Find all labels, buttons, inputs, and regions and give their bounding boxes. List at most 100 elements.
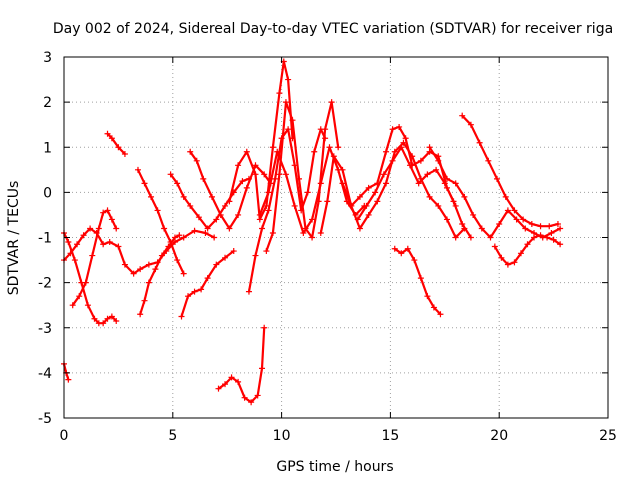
data-point (208, 193, 215, 200)
data-point (145, 261, 152, 268)
data-point (269, 229, 276, 236)
data-point (467, 121, 474, 128)
series-arc-21 (459, 112, 561, 230)
series-arc-6 (134, 166, 187, 277)
data-point (95, 225, 102, 232)
series-trace (139, 234, 181, 316)
data-point (504, 207, 511, 214)
x-tick-label: 15 (381, 428, 399, 444)
data-point (204, 275, 211, 282)
data-point (302, 225, 309, 232)
series-arc-7 (137, 232, 183, 318)
data-point (80, 232, 87, 239)
series-arc-17 (339, 139, 468, 241)
data-point (76, 293, 83, 300)
data-point (309, 234, 316, 241)
data-point (245, 288, 252, 295)
data-point (426, 193, 433, 200)
data-point (74, 241, 81, 248)
data-point (398, 250, 405, 257)
data-point (121, 261, 128, 268)
data-point (195, 214, 202, 221)
data-point (213, 216, 220, 223)
series-arc-2 (61, 229, 120, 327)
data-point (339, 180, 346, 187)
data-point (65, 376, 72, 383)
data-point (485, 157, 492, 164)
x-tick-label: 10 (273, 428, 291, 444)
series-trace (341, 141, 466, 239)
data-layer (61, 58, 564, 406)
data-point (276, 171, 283, 178)
data-point (252, 171, 259, 178)
data-point (391, 148, 398, 155)
data-point (433, 166, 440, 173)
data-point (430, 304, 437, 311)
data-point (356, 225, 363, 232)
data-point (415, 180, 422, 187)
data-point (187, 202, 194, 209)
data-point (121, 151, 128, 158)
series-arc-11 (215, 324, 268, 406)
series-arc-4 (69, 207, 120, 309)
data-point (544, 234, 551, 241)
data-point (289, 117, 296, 124)
data-point (145, 279, 152, 286)
data-point (171, 234, 178, 241)
data-point (300, 229, 307, 236)
data-point (272, 175, 279, 182)
data-point (69, 302, 76, 309)
data-point (180, 234, 187, 241)
data-point (326, 144, 333, 151)
data-point (263, 248, 270, 255)
data-point (141, 297, 148, 304)
series-arc-1 (61, 360, 72, 383)
series-trace (393, 247, 442, 316)
series-arc-16 (317, 123, 459, 236)
data-point (491, 243, 498, 250)
data-point (230, 248, 237, 255)
series-trace (461, 114, 560, 228)
data-point (380, 171, 387, 178)
data-point (391, 245, 398, 252)
data-point (202, 229, 209, 236)
data-point (158, 252, 165, 259)
data-point (100, 320, 107, 327)
data-point (404, 245, 411, 252)
series-arc-5 (104, 130, 128, 158)
data-point (261, 324, 268, 331)
y-tick-label: 3 (43, 50, 52, 66)
data-point (524, 241, 531, 248)
data-point (348, 202, 355, 209)
data-point (363, 202, 370, 209)
data-point (67, 250, 74, 257)
series-trace (62, 227, 216, 275)
data-point (165, 243, 172, 250)
data-point (269, 144, 276, 151)
data-point (504, 261, 511, 268)
data-point (443, 216, 450, 223)
data-point (339, 166, 346, 173)
data-point (502, 193, 509, 200)
data-point (498, 254, 505, 261)
data-point (106, 239, 113, 246)
series-arc-8 (167, 171, 252, 232)
data-point (285, 126, 292, 133)
data-point (226, 225, 233, 232)
data-point (204, 225, 211, 232)
data-point (365, 211, 372, 218)
data-point (383, 148, 390, 155)
series-trace (265, 101, 340, 253)
data-point (517, 250, 524, 257)
data-point (252, 162, 259, 169)
data-point (178, 313, 185, 320)
data-point (450, 198, 457, 205)
data-point (174, 257, 181, 264)
data-point (435, 157, 442, 164)
data-point (291, 202, 298, 209)
data-point (322, 126, 329, 133)
data-point (328, 99, 335, 106)
data-point (546, 223, 553, 230)
data-point (406, 162, 413, 169)
